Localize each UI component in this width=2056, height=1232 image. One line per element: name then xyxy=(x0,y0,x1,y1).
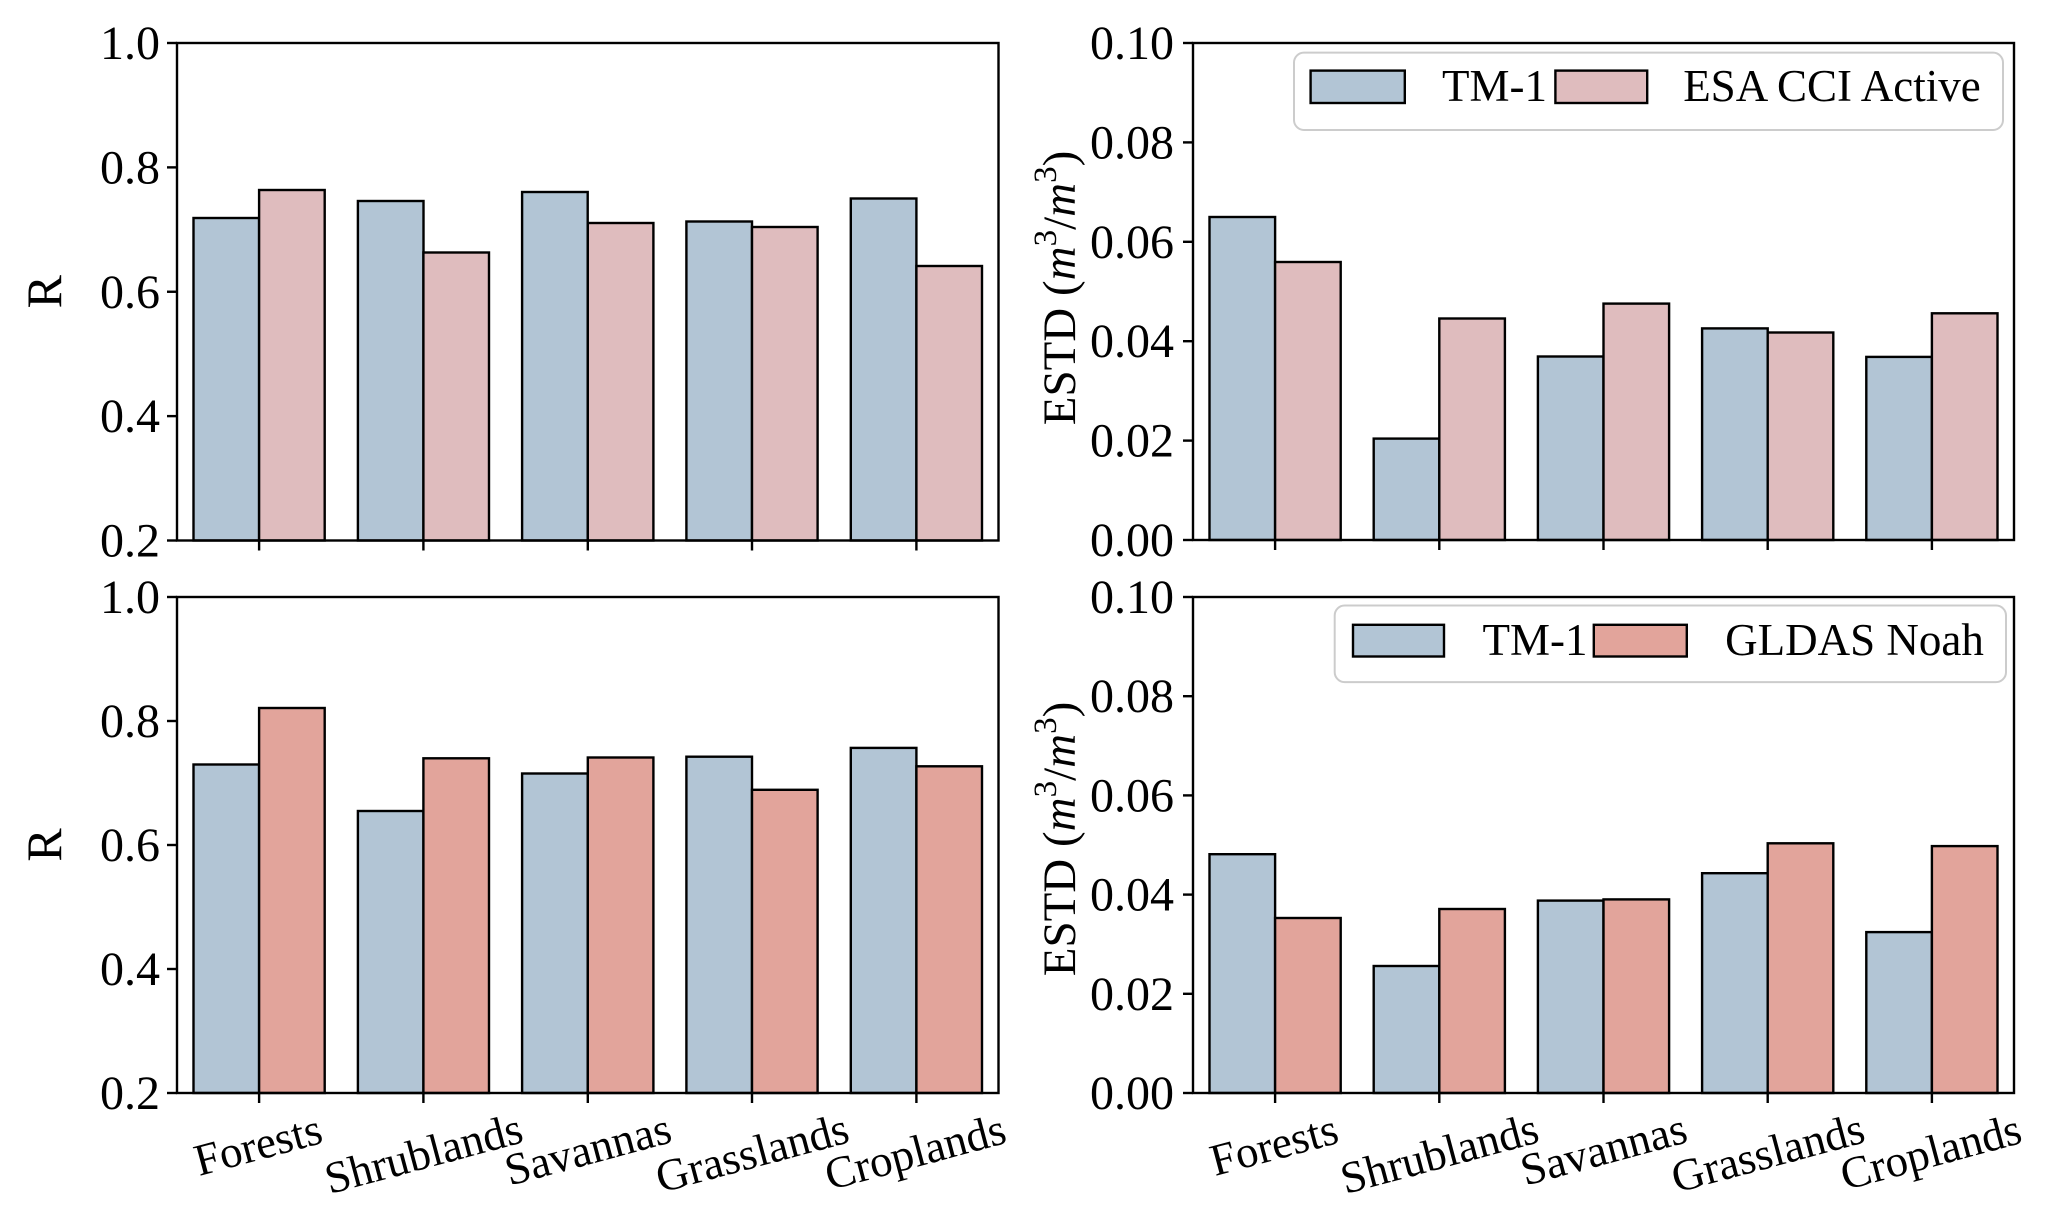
svg-text:ESTD (m3/m3): ESTD (m3/m3) xyxy=(1028,151,1086,426)
svg-text:0.06: 0.06 xyxy=(1090,216,1174,269)
svg-text:0.8: 0.8 xyxy=(100,695,160,748)
svg-text:ESA CCI Active: ESA CCI Active xyxy=(1683,61,1981,111)
svg-text:0.6: 0.6 xyxy=(100,819,160,872)
svg-text:TM-1: TM-1 xyxy=(1442,61,1547,111)
svg-text:0.04: 0.04 xyxy=(1090,315,1174,368)
svg-text:ESTD (m3/m3): ESTD (m3/m3) xyxy=(1028,702,1086,977)
svg-text:1.0: 1.0 xyxy=(100,17,160,70)
svg-text:GLDAS Noah: GLDAS Noah xyxy=(1725,615,1984,665)
svg-text:0.8: 0.8 xyxy=(100,141,160,194)
svg-text:0.06: 0.06 xyxy=(1090,769,1174,822)
svg-text:R: R xyxy=(16,828,72,862)
svg-text:0.08: 0.08 xyxy=(1090,116,1174,169)
svg-text:0.02: 0.02 xyxy=(1090,968,1174,1021)
svg-text:TM-1: TM-1 xyxy=(1483,615,1588,665)
svg-text:0.2: 0.2 xyxy=(100,1067,160,1120)
svg-text:1.0: 1.0 xyxy=(100,571,160,624)
svg-text:0.04: 0.04 xyxy=(1090,869,1174,922)
svg-text:0.10: 0.10 xyxy=(1090,17,1174,70)
svg-text:0.6: 0.6 xyxy=(100,266,160,319)
svg-text:0.00: 0.00 xyxy=(1090,514,1174,567)
svg-text:0.4: 0.4 xyxy=(100,943,160,996)
svg-text:0.00: 0.00 xyxy=(1090,1067,1174,1120)
svg-text:R: R xyxy=(16,274,72,308)
svg-text:0.08: 0.08 xyxy=(1090,670,1174,723)
svg-text:0.2: 0.2 xyxy=(100,515,160,568)
svg-text:0.4: 0.4 xyxy=(100,390,160,443)
svg-text:0.02: 0.02 xyxy=(1090,415,1174,468)
svg-text:0.10: 0.10 xyxy=(1090,571,1174,624)
